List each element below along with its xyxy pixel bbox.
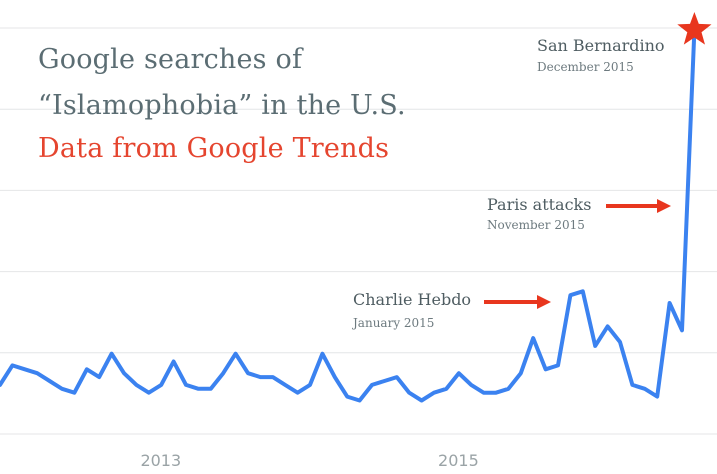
annotation-paris-attacks-label: Paris attacks — [487, 195, 592, 214]
chart-subtitle: Data from Google Trends — [38, 133, 390, 164]
chart-title-line-2: “Islamophobia” in the U.S. — [38, 90, 406, 121]
peak-star-icon — [677, 12, 712, 45]
annotation-san-bernardino-label: San Bernardino — [537, 36, 665, 55]
gridlines — [0, 27, 717, 435]
annotation-san-bernardino-date: December 2015 — [537, 60, 634, 74]
chart-title-line-1: Google searches of — [38, 44, 303, 75]
series-line — [0, 28, 697, 403]
annotation-charlie-hebdo-date: January 2015 — [353, 316, 435, 330]
annotation-paris-attacks-date: November 2015 — [487, 218, 585, 232]
paris-attacks-arrow — [606, 199, 671, 213]
x-tick-label: 2013 — [140, 451, 181, 470]
annotation-arrows — [484, 199, 671, 309]
charlie-hebdo-arrow — [484, 295, 551, 309]
annotation-charlie-hebdo-label: Charlie Hebdo — [353, 290, 472, 309]
x-axis-ticks: 2013 2015 — [140, 451, 478, 470]
x-tick-label: 2015 — [438, 451, 479, 470]
